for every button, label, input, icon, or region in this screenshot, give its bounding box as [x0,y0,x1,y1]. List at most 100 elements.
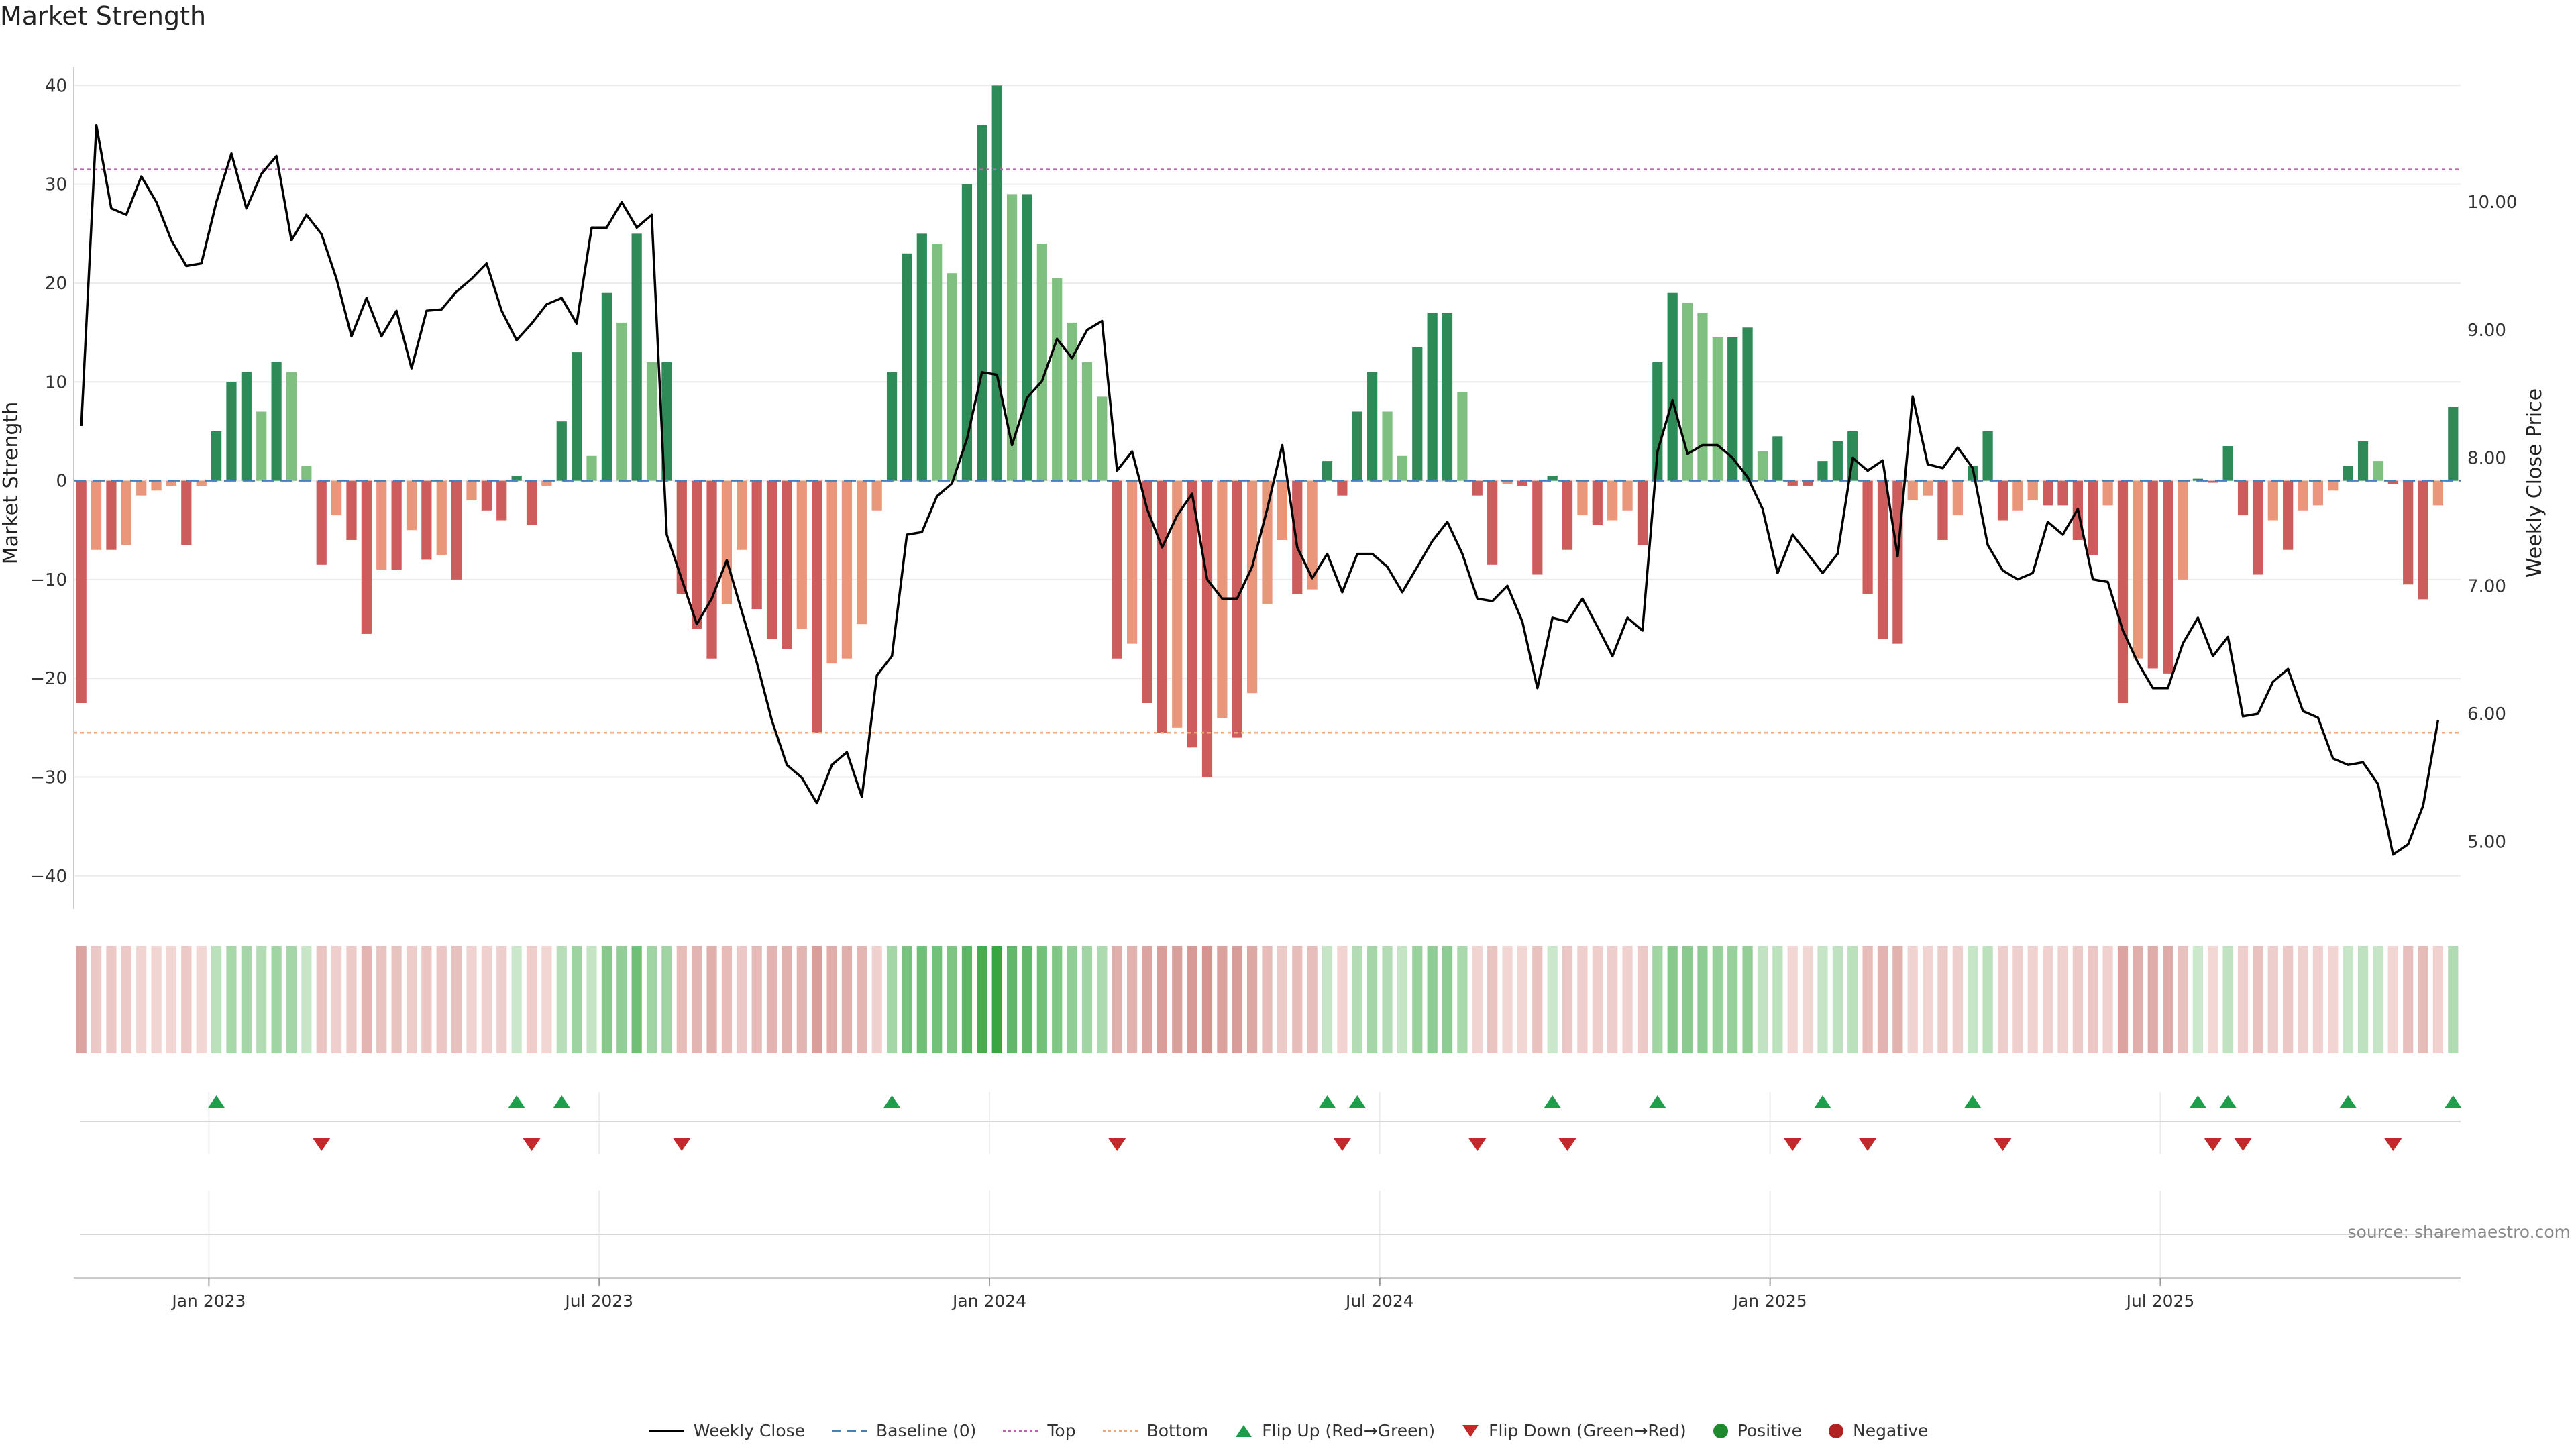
heat-cell [451,946,462,1053]
heat-cell [2133,946,2143,1053]
strength-bar-positive [2192,478,2204,481]
strength-bar-negative [796,480,807,629]
heat-cell [1952,946,1963,1053]
strength-bar-positive [2357,441,2369,481]
strength-bar-negative [1577,480,1588,516]
heat-cell [1982,946,1993,1053]
strength-bar-negative [2418,480,2428,600]
heat-cell [76,946,87,1053]
legend-top: Top [1002,1421,1076,1440]
strength-bar-negative [1532,480,1543,575]
strength-bar-positive [1682,303,1693,481]
strength-bar-positive [586,455,597,481]
heat-cell [1052,946,1063,1053]
strength-bar-negative [2312,480,2324,506]
strength-bar-positive [886,372,898,481]
heat-cell [766,946,777,1053]
heat-cell [2117,946,2129,1053]
strength-bar-negative [871,480,882,511]
dotted-line-icon [1102,1430,1138,1432]
heat-cell [436,946,447,1053]
strength-bar-positive [1697,313,1708,481]
strength-bar-negative [1487,480,1498,565]
heat-cell [1997,946,2008,1053]
strength-bar-negative [526,480,537,525]
flip-down-marker [2234,1138,2252,1151]
strength-bar-negative [2088,480,2098,555]
strength-bar-positive [2373,461,2383,481]
heat-cell [1697,946,1708,1053]
flip-down-marker [1558,1138,1576,1151]
strength-bar-negative [2178,480,2188,580]
legend-baseline: Baseline (0) [830,1421,976,1440]
heat-cell [841,946,853,1053]
strength-bar-negative [1126,480,1138,644]
strength-heatmap-strip [76,946,2459,1053]
strength-bar-negative [316,480,327,565]
heat-cell [1502,946,1513,1053]
legend-label: Baseline (0) [876,1421,977,1440]
heat-cell [1712,946,1723,1053]
heat-cell [2373,946,2383,1053]
strength-bar-negative [421,480,432,560]
strength-bar-positive [1427,313,1438,481]
heat-cell [1787,946,1798,1053]
heat-cell [2343,946,2353,1053]
flip-markers [80,1095,2462,1235]
heat-cell [661,946,672,1053]
heat-cell [2147,946,2158,1053]
chart-title: Market Strength [0,1,207,31]
heat-cell [932,946,943,1053]
heat-cell [1562,946,1573,1053]
heat-cell [1352,946,1362,1053]
heat-cell [1772,946,1783,1053]
strength-bar-negative [1952,480,1963,516]
strength-bar-positive [631,233,642,481]
heat-cell [1877,946,1888,1053]
heat-cell [706,946,717,1053]
strength-bar-negative [451,480,462,580]
flip-down-marker [1859,1138,1877,1151]
strength-bar-negative [106,480,117,550]
dot-icon [1829,1423,1844,1438]
heat-cell [166,946,177,1053]
strength-bar-positive [1442,313,1453,481]
heat-cell [541,946,552,1053]
strength-bar-positive [1067,322,1077,481]
strength-bar-negative [841,480,853,659]
heat-cell [1397,946,1408,1053]
strength-bar-negative [361,480,372,634]
strength-bar-positive [271,362,282,481]
heat-cell [1427,946,1438,1053]
heat-cell [646,946,657,1053]
strength-bar-negative [2267,480,2278,521]
flip-up-marker [553,1095,571,1108]
source-note: source: sharemaestro.com [2347,1222,2571,1242]
heat-cell [1022,946,1032,1053]
heat-cell [796,946,807,1053]
legend-positive: Positive [1712,1421,1802,1440]
strength-bar-negative [1907,480,1918,501]
heat-cell [2102,946,2113,1053]
strength-bar-negative [181,480,192,545]
x-tick-label: Jan 2023 [170,1291,246,1311]
heat-cell [256,946,267,1053]
strength-bar-negative [857,480,867,625]
strength-bar-negative [1937,480,1948,540]
heat-cell [1472,946,1483,1053]
heat-cell [496,946,507,1053]
flip-up-marker [1348,1095,1366,1108]
heat-cell [1006,946,1018,1053]
heat-cell [1067,946,1077,1053]
strength-bar-negative [196,480,207,486]
heat-cell [2298,946,2308,1053]
legend-label: Flip Down (Green→Red) [1489,1421,1686,1440]
heat-cell [121,946,131,1053]
heat-cell [136,946,147,1053]
strength-bar-positive [2448,407,2459,481]
heat-cell [676,946,687,1053]
x-tick-label: Jul 2025 [2125,1291,2195,1311]
y-tick-label-left: 40 [45,76,67,96]
strength-bar-negative [2057,480,2068,506]
strength-bar-positive [661,362,672,481]
